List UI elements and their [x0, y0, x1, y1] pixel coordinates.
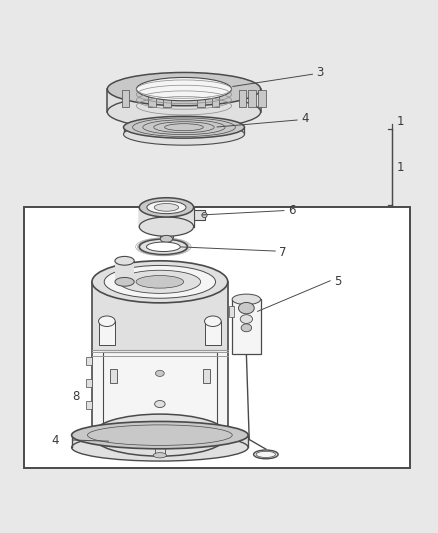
Ellipse shape [92, 261, 228, 303]
Bar [86, 401, 92, 409]
Bar [86, 357, 92, 365]
Ellipse shape [154, 204, 179, 211]
Ellipse shape [139, 198, 194, 217]
Ellipse shape [139, 217, 194, 236]
Text: 4: 4 [302, 112, 309, 125]
Ellipse shape [256, 451, 276, 457]
Bar [203, 369, 210, 383]
Bar [229, 306, 234, 317]
Ellipse shape [232, 294, 261, 304]
Ellipse shape [146, 242, 180, 252]
Text: 4: 4 [52, 434, 59, 447]
Bar [107, 89, 261, 112]
Ellipse shape [155, 370, 164, 376]
Bar [139, 207, 194, 227]
Bar [197, 90, 205, 107]
Ellipse shape [153, 453, 166, 458]
Ellipse shape [205, 316, 221, 327]
Ellipse shape [136, 77, 231, 101]
Bar [103, 352, 217, 429]
Ellipse shape [124, 116, 244, 138]
Bar [155, 447, 165, 455]
Ellipse shape [139, 239, 187, 255]
Bar [92, 282, 228, 435]
Bar [121, 90, 129, 107]
Bar [232, 300, 261, 354]
Bar [124, 127, 244, 134]
Ellipse shape [115, 278, 134, 286]
Ellipse shape [147, 201, 186, 214]
Bar [148, 90, 156, 107]
Text: 7: 7 [279, 246, 287, 259]
Text: 3: 3 [316, 67, 324, 79]
Bar [212, 90, 219, 107]
Ellipse shape [124, 123, 244, 145]
Text: 1: 1 [396, 161, 404, 174]
Bar [194, 210, 205, 220]
Ellipse shape [241, 324, 251, 332]
Bar [115, 261, 134, 282]
Bar [92, 282, 228, 350]
Ellipse shape [240, 314, 252, 324]
Ellipse shape [254, 450, 278, 459]
Ellipse shape [107, 72, 261, 106]
Bar [239, 90, 247, 107]
Ellipse shape [238, 302, 254, 314]
Ellipse shape [136, 276, 184, 288]
Bar [110, 369, 117, 383]
Ellipse shape [160, 236, 173, 243]
Text: 5: 5 [334, 275, 342, 288]
Bar [163, 90, 171, 107]
Ellipse shape [107, 95, 261, 128]
Bar [205, 321, 221, 345]
Ellipse shape [71, 422, 248, 449]
Ellipse shape [99, 316, 115, 327]
Ellipse shape [104, 265, 215, 298]
Ellipse shape [202, 213, 207, 217]
Bar [99, 321, 115, 345]
Text: 1: 1 [396, 115, 404, 128]
Ellipse shape [92, 414, 228, 456]
Bar [24, 207, 410, 468]
Bar [71, 435, 248, 447]
Bar [248, 90, 256, 107]
Text: 6: 6 [288, 204, 296, 217]
Ellipse shape [115, 256, 134, 265]
Ellipse shape [71, 434, 248, 461]
Bar [86, 379, 92, 387]
Bar [258, 90, 266, 107]
Ellipse shape [155, 400, 165, 408]
Text: 8: 8 [72, 390, 80, 402]
Ellipse shape [119, 270, 201, 293]
Bar [160, 227, 173, 239]
